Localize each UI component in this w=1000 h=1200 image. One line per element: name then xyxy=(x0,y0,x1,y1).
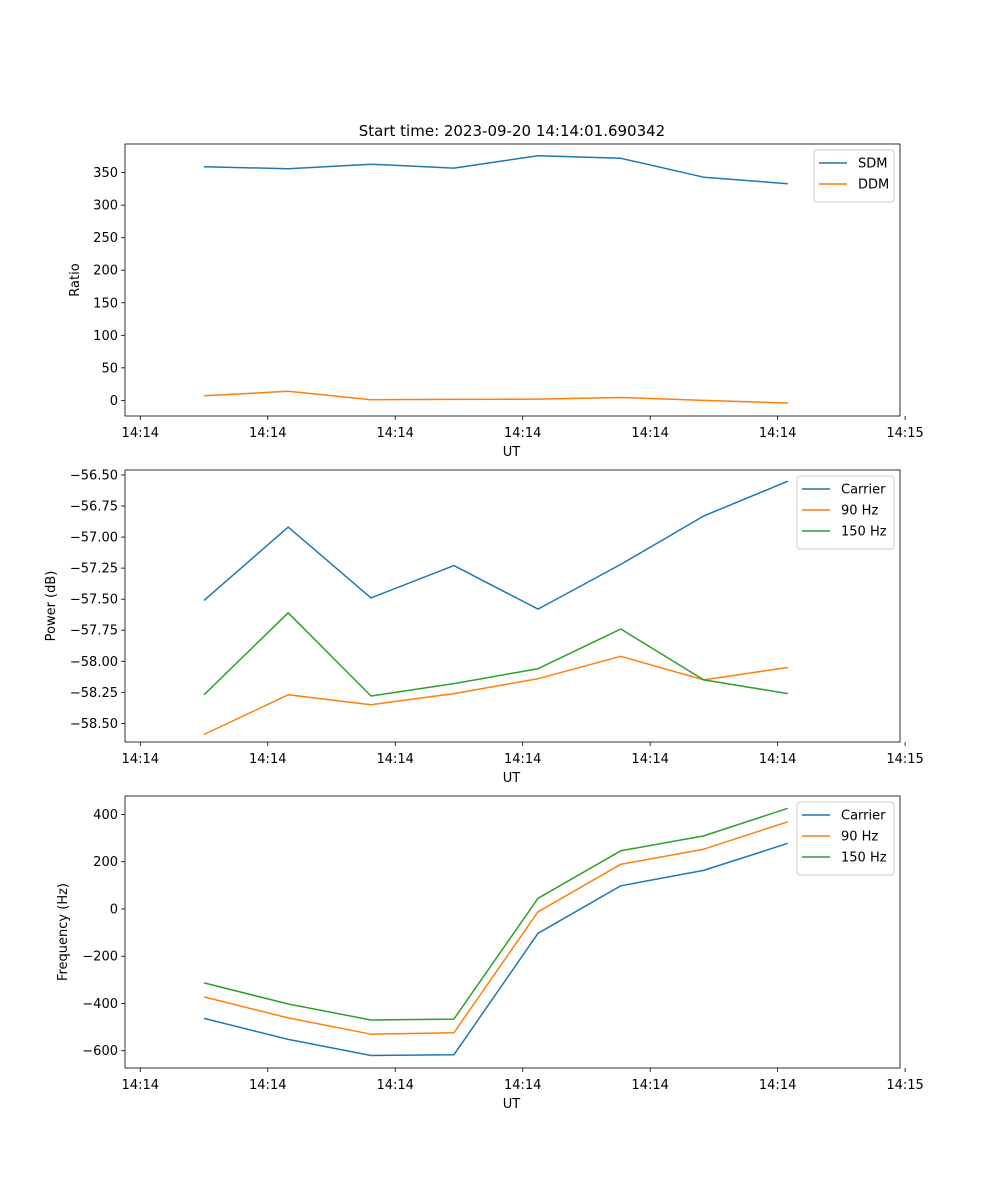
x-tick-label: 14:14 xyxy=(249,752,286,767)
y-tick-label: 350 xyxy=(93,166,118,181)
y-tick-label: −58.00 xyxy=(70,655,118,670)
legend: SDM DDM xyxy=(813,149,895,203)
x-tick-label: 14:14 xyxy=(376,426,413,441)
y-axis-label: Ratio xyxy=(68,263,83,296)
x-axis-label: UT xyxy=(503,771,521,786)
x-axis-label: UT xyxy=(503,445,521,460)
y-tick-label: −58.25 xyxy=(70,686,118,701)
legend: Carrier 90 Hz 150 Hz xyxy=(796,475,895,550)
x-tick-label: 14:15 xyxy=(886,752,923,767)
legend-label: DDM xyxy=(858,178,889,193)
x-tick-label: 14:14 xyxy=(759,426,796,441)
y-tick-label: 0 xyxy=(110,902,118,917)
y-tick-label: 100 xyxy=(93,329,118,344)
y-tick-label: −200 xyxy=(82,950,118,965)
y-tick-label: 200 xyxy=(93,855,118,870)
y-tick-label: −57.25 xyxy=(70,562,118,577)
x-tick-label: 14:14 xyxy=(122,426,159,441)
y-tick-label: −400 xyxy=(82,997,118,1012)
y-tick-label: −58.50 xyxy=(70,717,118,732)
subplot-1: 14:14 14:14 14:14 14:14 14:14 14:14 14:15 0 50 10… xyxy=(68,143,924,460)
legend-label: 90 Hz xyxy=(841,504,878,519)
legend-label: 90 Hz xyxy=(841,830,878,845)
x-tick-label: 14:14 xyxy=(759,1078,796,1093)
y-tick-label: −56.50 xyxy=(70,468,118,483)
y-tick-label: −57.75 xyxy=(70,624,118,639)
y-tick-label: 200 xyxy=(93,264,118,279)
legend-label: 150 Hz xyxy=(841,851,887,866)
y-tick-label: −56.75 xyxy=(70,500,118,515)
plots: 14:14 14:14 14:14 14:14 14:14 14:14 14:15 0 50 10… xyxy=(44,143,924,1112)
x-axis-label: UT xyxy=(503,1097,521,1112)
y-tick-label: 300 xyxy=(93,199,118,214)
figure-title: Start time: 2023-09-20 14:14:01.690342 xyxy=(359,122,665,140)
x-tick-label: 14:15 xyxy=(886,1078,923,1093)
x-tick-label: 14:14 xyxy=(249,1078,286,1093)
y-tick-label: −57.50 xyxy=(70,593,118,608)
series-line-150-hz xyxy=(203,612,788,697)
y-tick-label: 150 xyxy=(93,296,118,311)
axes-frame xyxy=(124,469,901,743)
legend-label: Carrier xyxy=(841,809,886,824)
x-tick-label: 14:14 xyxy=(122,752,159,767)
x-tick-label: 14:14 xyxy=(759,752,796,767)
x-tick-label: 14:14 xyxy=(631,752,668,767)
series-line-90-hz xyxy=(203,655,788,736)
legend-label: Carrier xyxy=(841,483,886,498)
y-tick-label: 400 xyxy=(93,808,118,823)
x-tick-label: 14:14 xyxy=(504,752,541,767)
series-line-ddm xyxy=(203,390,788,404)
x-tick-label: 14:14 xyxy=(504,426,541,441)
x-tick-label: 14:14 xyxy=(631,426,668,441)
subplot-3: 14:14 14:14 14:14 14:14 14:14 14:14 14:15 −600 −… xyxy=(56,795,924,1112)
x-tick-label: 14:15 xyxy=(886,426,923,441)
axes-frame xyxy=(124,143,901,417)
series-line-sdm xyxy=(203,154,788,185)
x-tick-label: 14:14 xyxy=(376,752,413,767)
y-axis-label: Power (dB) xyxy=(44,571,59,642)
x-tick-label: 14:14 xyxy=(504,1078,541,1093)
x-tick-label: 14:14 xyxy=(376,1078,413,1093)
y-tick-label: 0 xyxy=(110,394,118,409)
y-tick-label: 250 xyxy=(93,231,118,246)
x-tick-label: 14:14 xyxy=(631,1078,668,1093)
legend: Carrier 90 Hz 150 Hz xyxy=(796,801,895,876)
series-line-carrier xyxy=(203,480,789,610)
series-line-150-hz xyxy=(203,807,789,1021)
legend-label: SDM xyxy=(858,157,887,172)
series-line-carrier xyxy=(203,842,789,1057)
x-tick-label: 14:14 xyxy=(122,1078,159,1093)
y-axis-label: Frequency (Hz) xyxy=(56,883,71,981)
legend-label: 150 Hz xyxy=(841,525,887,540)
y-tick-label: 50 xyxy=(101,361,118,376)
axes-frame xyxy=(124,795,901,1069)
series-line-90-hz xyxy=(203,821,789,1035)
y-tick-label: −600 xyxy=(82,1044,118,1059)
y-tick-label: −57.00 xyxy=(70,531,118,546)
subplot-2: 14:14 14:14 14:14 14:14 14:14 14:14 14:15 −58.5… xyxy=(44,468,924,786)
x-tick-label: 14:14 xyxy=(249,426,286,441)
